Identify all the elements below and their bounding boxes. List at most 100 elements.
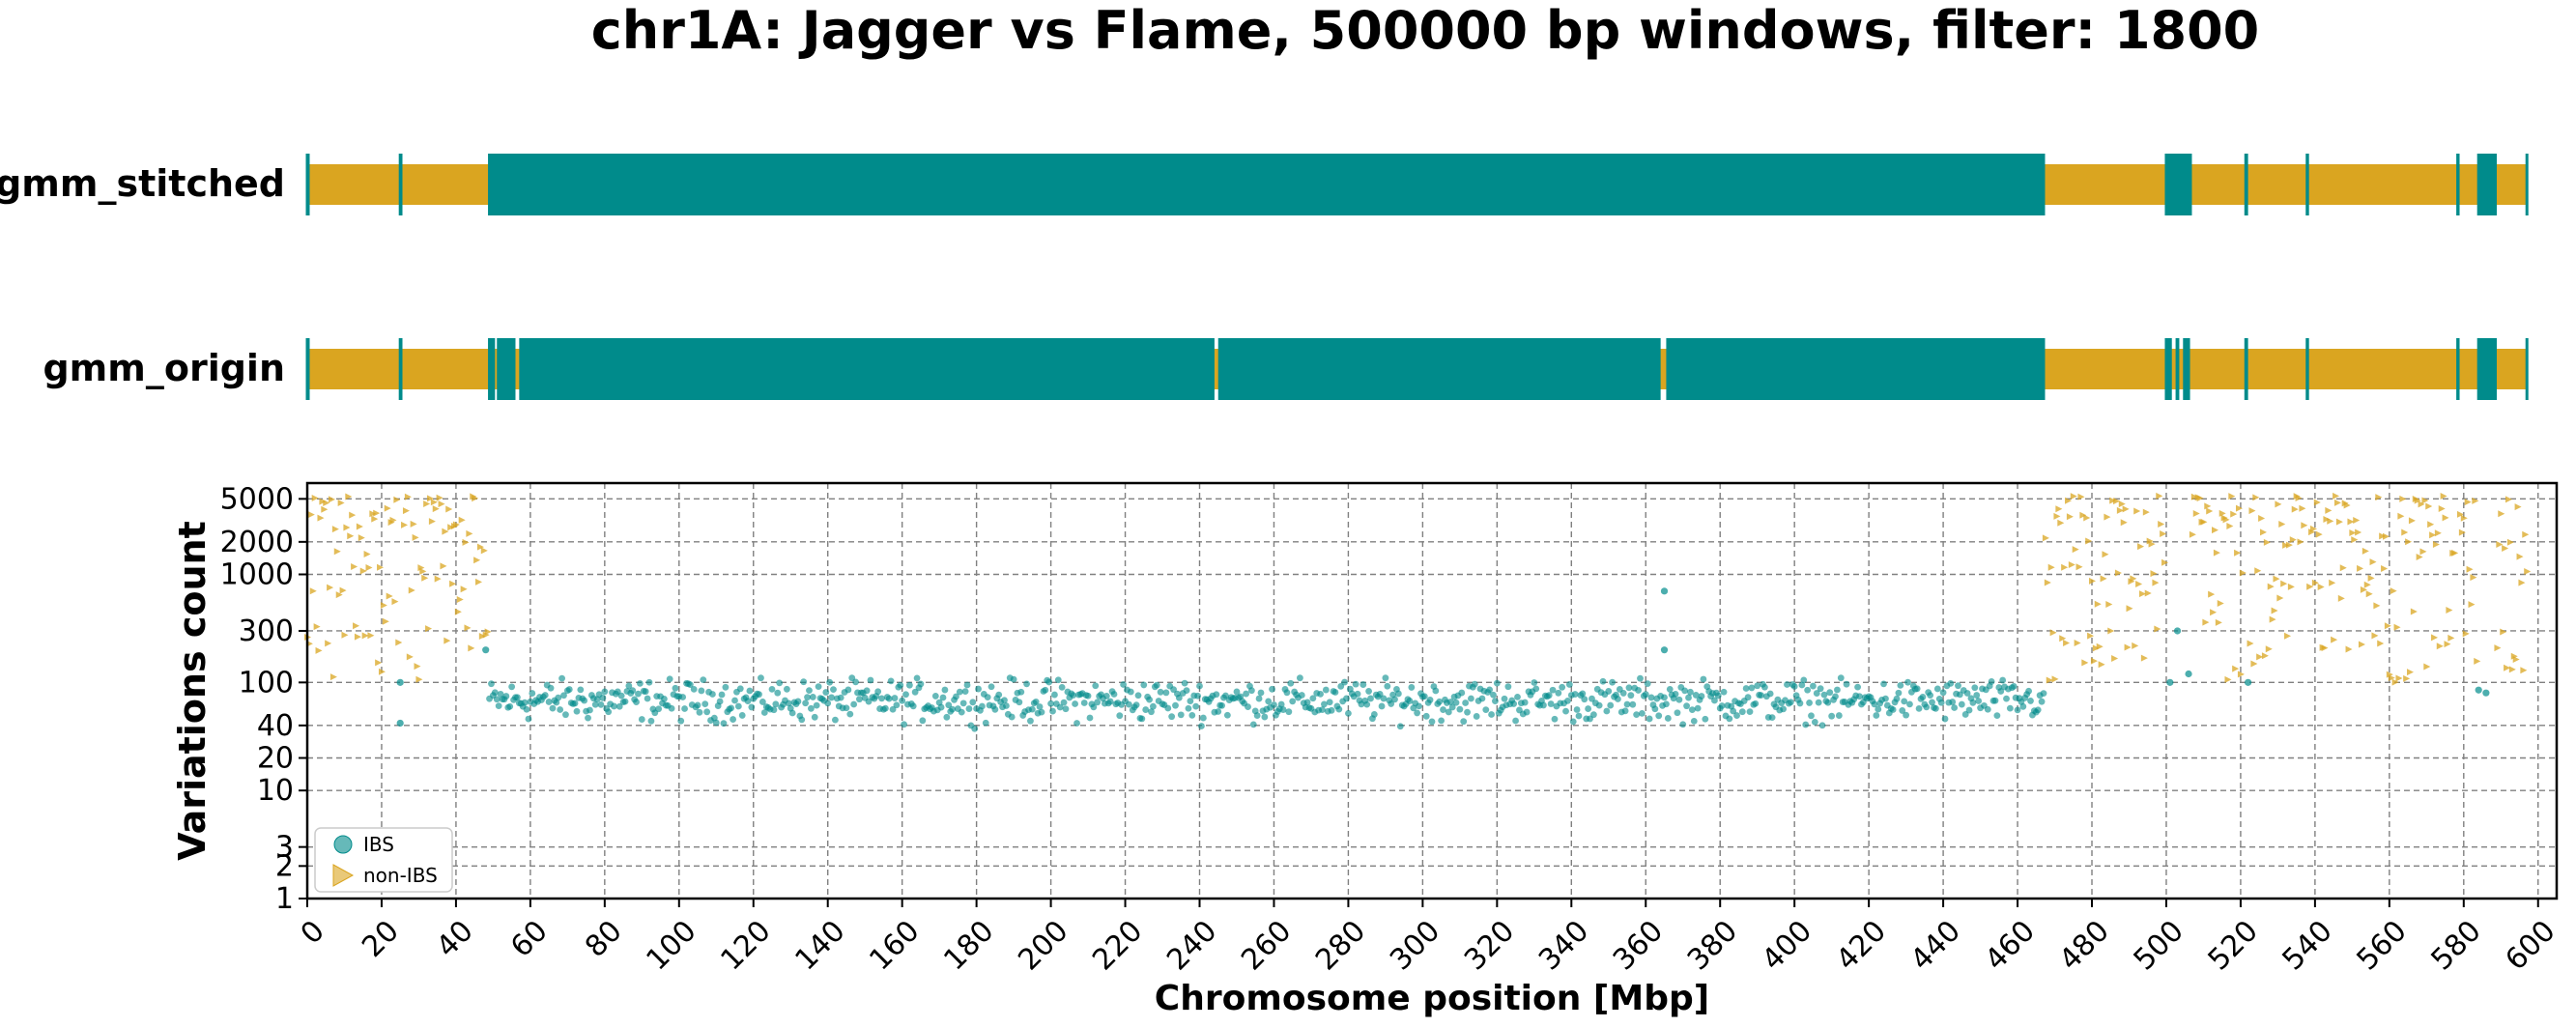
non-ibs-point (2425, 502, 2433, 510)
ibs-point (1555, 689, 1562, 697)
non-ibs-point (438, 500, 445, 508)
non-ibs-point (456, 595, 464, 603)
ibs-point (696, 708, 703, 716)
ibs-point (1343, 695, 1350, 702)
ibs-point (2475, 686, 2482, 694)
non-ibs-point (321, 505, 329, 513)
non-ibs-point (373, 509, 381, 517)
x-tick-label: 160 (863, 914, 926, 977)
ibs-point (1510, 700, 1518, 707)
ibs-point (1581, 696, 1589, 703)
ibs-point (605, 708, 613, 716)
non-ibs-point (2111, 654, 2119, 662)
ibs-point (850, 700, 858, 708)
non-ibs-point (402, 507, 410, 515)
non-ibs-point (2074, 639, 2081, 646)
ibs-point (1172, 701, 1179, 709)
ibs-point (1408, 684, 1416, 691)
ibs-point (1335, 705, 1343, 713)
ibs-point (995, 691, 1003, 699)
non-ibs-point (2512, 656, 2520, 664)
ibs-point (1619, 690, 1627, 697)
ibs-point (1599, 677, 1607, 685)
non-ibs-point (2072, 546, 2079, 554)
ibs-point (1134, 692, 1142, 700)
non-ibs-point (452, 521, 460, 528)
boundary-marker (2164, 154, 2168, 215)
non-ibs-point (2365, 590, 2373, 598)
ibs-point (832, 716, 839, 724)
ibs-point (1784, 681, 1790, 688)
non-ibs-point (458, 516, 466, 524)
non-ibs-point (484, 628, 492, 636)
ibs-point (722, 683, 730, 691)
y-axis-label: Variations count (171, 521, 214, 860)
ibs-point (1965, 706, 1973, 714)
ibs-point (1243, 690, 1250, 698)
ibs-point (493, 696, 501, 703)
x-tick-label: 200 (1012, 914, 1074, 977)
ibs-point (1328, 706, 1335, 714)
non-ibs-point (2287, 583, 2295, 590)
ibs-point (1899, 707, 1906, 714)
non-ibs-point (2470, 574, 2477, 582)
track-label-gmm-stitched: gmm_stitched (0, 162, 285, 205)
ibs-point (1337, 682, 1345, 690)
ibs-point (1573, 706, 1581, 713)
non-ibs-point (319, 498, 327, 505)
ibs-point (1038, 708, 1045, 716)
non-ibs-point (2190, 493, 2198, 500)
ibs-point (396, 719, 404, 728)
non-ibs-point (2427, 521, 2435, 528)
ibs-point (545, 699, 553, 705)
non-ibs-point (353, 622, 360, 630)
non-ibs-point (2410, 608, 2418, 615)
non-ibs-point (313, 623, 321, 631)
ibs-point (1702, 715, 1709, 723)
ibs-point (1162, 689, 1170, 697)
ibs-point (863, 687, 871, 695)
non-ibs-point (449, 580, 457, 587)
ibs-point (1937, 699, 1945, 706)
non-ibs-point (2429, 531, 2437, 539)
non-ibs-point (2308, 528, 2316, 536)
ibs-point (1635, 687, 1642, 694)
ibs-point (1192, 702, 1200, 710)
ibs-point (1835, 712, 1843, 719)
non-ibs-point (2126, 605, 2133, 613)
ibs-point (557, 706, 564, 713)
non-ibs-point (389, 516, 397, 524)
non-ibs-point (2261, 652, 2269, 660)
ibs-point (488, 680, 495, 688)
non-ibs-point (434, 575, 442, 583)
non-ibs-point (2189, 530, 2196, 538)
ibs-point (1471, 680, 1478, 688)
non-ibs-point (2284, 632, 2292, 640)
ibs-point (547, 684, 555, 692)
ibs-point (1157, 688, 1164, 696)
non-ibs-point (423, 500, 431, 507)
non-ibs-point (2431, 634, 2439, 642)
non-ibs-point (2524, 567, 2532, 575)
ibs-point (1070, 692, 1077, 700)
non-ibs-point (2156, 492, 2163, 500)
ibs-point (1032, 698, 1040, 705)
boundary-marker (398, 338, 402, 400)
non-ibs-point (445, 505, 453, 513)
non-ibs-point (430, 499, 438, 506)
legend-non-ibs-marker (332, 864, 355, 887)
ibs-point (2038, 698, 2046, 705)
ibs-point (1102, 693, 1110, 700)
ibs-point (698, 687, 705, 695)
ibs-point (1054, 676, 1062, 684)
ibs-point (1047, 700, 1054, 707)
ibs-point (2040, 690, 2047, 698)
x-tick-label: 20 (356, 914, 406, 964)
ibs-point (1127, 688, 1134, 696)
ibs-point (1760, 683, 1768, 691)
non-ibs-point (2333, 499, 2341, 506)
ibs-point (2010, 682, 2018, 690)
non-ibs-point (2278, 520, 2286, 528)
non-ibs-point (2152, 579, 2160, 586)
ibs-point (987, 683, 995, 691)
